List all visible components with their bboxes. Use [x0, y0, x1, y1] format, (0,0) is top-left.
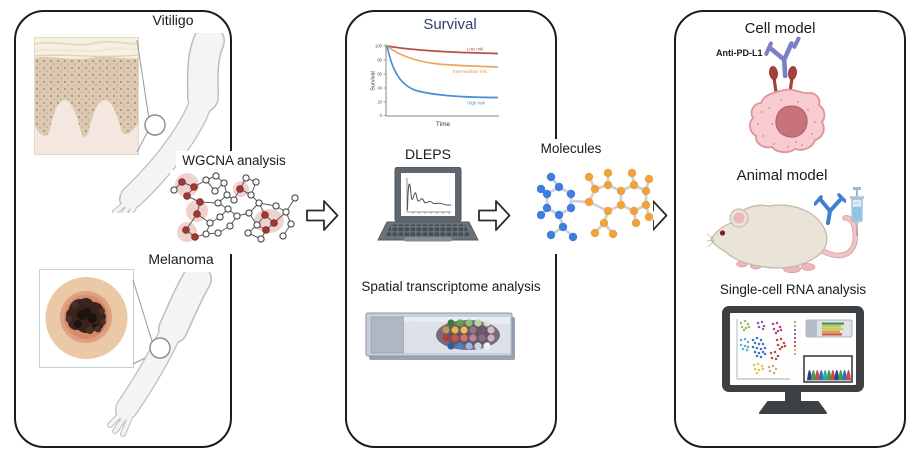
high-risk-curve — [386, 45, 499, 99]
vitiligo-arm-illustration — [112, 33, 225, 213]
spatial-label: Spatial transcriptome analysis — [361, 279, 541, 294]
magnifier-circle — [144, 114, 166, 136]
melanoma-arm-illustration — [107, 272, 212, 437]
molecule-blue-icon — [537, 172, 578, 242]
x-axis-label: Time — [436, 121, 451, 128]
antibody-purple-icon — [764, 36, 801, 78]
ytick-40: 40 — [377, 85, 382, 90]
intermediate-risk-curve — [386, 45, 499, 68]
molecules-illustration — [537, 157, 653, 254]
sequencing-chromatogram — [803, 355, 853, 383]
wgcna-network-icon — [170, 170, 302, 254]
melanoma-label: Melanoma — [148, 251, 214, 267]
ytick-20: 20 — [377, 99, 382, 104]
umap-cluster-plot — [736, 319, 797, 380]
dleps-spectrum-curve — [407, 183, 452, 211]
intermediate-risk-legend: Intermediate risk — [453, 69, 488, 74]
scrna-title: Single-cell RNA analysis — [719, 282, 867, 297]
flow-arrow-icon — [478, 200, 511, 231]
animal-model-title: Animal model — [736, 167, 828, 184]
ytick-80: 80 — [377, 57, 382, 62]
tissue-slide-icon — [365, 312, 515, 360]
antibody-blue-icon — [814, 193, 846, 225]
wgcna-label: WGCNA analysis — [176, 151, 292, 171]
tumor-cell-illustration — [749, 66, 826, 154]
ytick-60: 60 — [377, 71, 382, 76]
mouse-illustration — [706, 204, 859, 274]
anti-pdl1-label: Anti-PD-L1 — [716, 48, 763, 58]
laptop-icon — [377, 167, 479, 242]
survival-chart-title: Survival — [423, 16, 477, 33]
ytick-100: 100 — [375, 43, 383, 48]
molecules-label: Molecules — [532, 139, 610, 159]
flow-arrow-icon — [306, 200, 339, 231]
melanoma-box — [39, 269, 134, 368]
cell-model-title: Cell model — [744, 20, 816, 37]
cluster-legend-dots — [793, 320, 797, 356]
high-risk-legend: High risk — [467, 101, 486, 106]
molecule-orange-icon — [584, 168, 653, 239]
spot-grid — [442, 319, 495, 350]
skin-histology-illustration — [35, 38, 138, 154]
mouse-eye — [719, 230, 726, 236]
monitor-icon — [722, 306, 864, 414]
syringe-icon — [850, 187, 864, 236]
ytick-0: 0 — [380, 113, 383, 118]
melanoma-lesion-illustration — [45, 277, 128, 359]
low-risk-curve — [386, 45, 499, 55]
dleps-label: DLEPS — [405, 146, 451, 162]
magnifier-circle — [149, 337, 171, 359]
vitiligo-label: Vitiligo — [152, 12, 194, 28]
flow-cell-slide — [805, 319, 853, 338]
y-axis-label: Survival — [371, 71, 377, 91]
skin-histology-box — [34, 37, 139, 155]
cell-nucleus — [775, 105, 808, 138]
low-risk-legend: Low risk — [467, 47, 485, 52]
survival-chart: 100 80 60 40 20 0 Survival Time Low risk… — [371, 43, 499, 128]
